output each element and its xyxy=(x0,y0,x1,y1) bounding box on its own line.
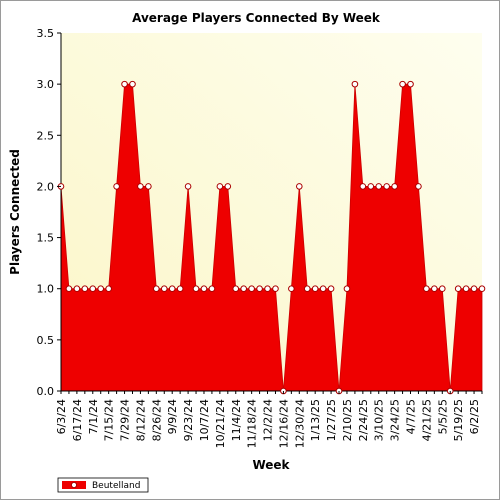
x-axis-label: Week xyxy=(252,458,290,472)
axes xyxy=(60,33,482,392)
data-point xyxy=(327,285,335,293)
x-tick-label: 6/3/24 xyxy=(55,399,68,434)
x-tick-label: 1/13/25 xyxy=(309,399,322,441)
data-point xyxy=(176,285,184,293)
data-point xyxy=(296,183,303,190)
data-point xyxy=(73,285,81,293)
data-point xyxy=(303,285,311,293)
x-tick-label: 4/21/25 xyxy=(420,399,433,441)
x-tick-label: 8/12/24 xyxy=(134,399,147,441)
y-tick-label: 1.5 xyxy=(37,232,55,245)
x-tick-label: 9/9/24 xyxy=(166,399,179,434)
x-tick-label: 3/24/25 xyxy=(389,399,402,441)
data-point xyxy=(375,183,383,190)
data-point xyxy=(359,183,367,190)
data-point xyxy=(97,285,105,293)
data-point xyxy=(184,183,192,190)
data-point xyxy=(415,183,422,190)
y-tick-label: 3.5 xyxy=(37,27,55,40)
data-point xyxy=(438,285,446,293)
data-point xyxy=(256,285,263,293)
x-tick-label: 3/10/25 xyxy=(373,399,386,441)
data-point xyxy=(399,80,406,88)
x-tick-label: 8/26/24 xyxy=(150,399,163,441)
series-markers xyxy=(57,80,486,395)
data-point xyxy=(423,285,430,293)
x-tick-label: 4/7/25 xyxy=(405,399,418,434)
x-tick-label: 9/23/24 xyxy=(182,399,195,441)
data-point xyxy=(200,285,208,293)
x-tick-label: 11/4/24 xyxy=(230,399,243,441)
data-point xyxy=(470,285,478,293)
x-tick-label: 5/5/25 xyxy=(436,399,449,434)
x-tick-label: 11/18/24 xyxy=(246,399,259,448)
data-point xyxy=(105,285,112,293)
y-tick-label: 0.0 xyxy=(37,385,55,398)
x-tick-label: 7/1/24 xyxy=(87,399,100,434)
y-tick-label: 0.5 xyxy=(37,334,55,347)
y-axis-ticks: 0.0 0.5 1.0 1.5 2.0 2.5 3.0 3.5 xyxy=(37,27,61,398)
data-point xyxy=(248,285,255,293)
x-tick-label: 2/10/25 xyxy=(341,399,354,441)
x-tick-label: 7/15/24 xyxy=(103,399,116,441)
data-point xyxy=(65,285,73,293)
data-point xyxy=(272,285,279,293)
data-point xyxy=(383,183,390,190)
data-point xyxy=(137,183,144,190)
data-point xyxy=(240,285,247,293)
x-tick-label: 5/19/25 xyxy=(452,399,465,441)
data-point xyxy=(311,285,319,293)
data-point xyxy=(232,285,240,293)
data-point xyxy=(121,80,128,88)
data-point xyxy=(367,183,375,190)
x-tick-label: 12/16/24 xyxy=(277,399,290,448)
x-tick-label: 6/17/24 xyxy=(71,399,84,441)
data-point xyxy=(153,285,160,293)
data-point xyxy=(168,285,176,293)
data-point xyxy=(343,285,351,293)
data-point xyxy=(208,285,216,293)
data-point xyxy=(319,285,327,293)
y-tick-label: 2.5 xyxy=(37,129,55,142)
chart-title: Average Players Connected By Week xyxy=(132,11,381,25)
data-point xyxy=(351,80,359,88)
data-point xyxy=(192,285,200,293)
data-point xyxy=(216,183,224,190)
data-point xyxy=(145,183,152,190)
y-tick-label: 2.0 xyxy=(37,180,55,193)
x-tick-label: 7/29/24 xyxy=(119,399,132,441)
x-tick-label: 12/30/24 xyxy=(293,399,306,448)
y-tick-label: 3.0 xyxy=(37,78,55,91)
x-tick-label: 12/2/24 xyxy=(262,399,275,441)
data-point xyxy=(454,285,462,293)
data-point xyxy=(288,285,295,293)
data-point xyxy=(81,285,89,293)
data-point xyxy=(264,285,271,293)
y-axis-label: Players Connected xyxy=(8,149,22,275)
data-point xyxy=(113,183,120,190)
x-tick-label: 10/7/24 xyxy=(198,399,211,441)
data-point xyxy=(129,80,136,88)
data-point xyxy=(391,183,398,190)
x-tick-label: 6/2/25 xyxy=(468,399,481,434)
data-point xyxy=(462,285,470,293)
legend: Beutelland xyxy=(57,477,149,493)
data-point xyxy=(224,183,232,190)
y-tick-label: 1.0 xyxy=(37,283,55,296)
data-point xyxy=(160,285,168,293)
legend-marker xyxy=(70,481,78,489)
legend-label: Beutelland xyxy=(92,481,140,491)
x-tick-label: 1/27/25 xyxy=(325,399,338,441)
x-tick-label: 2/24/25 xyxy=(357,399,370,441)
data-point xyxy=(478,285,486,293)
x-tick-label: 10/21/24 xyxy=(214,399,227,448)
data-point xyxy=(431,285,438,293)
data-point xyxy=(407,80,414,88)
x-axis-ticks: 6/3/24 6/17/24 7/1/24 7/15/24 7/29/24 8/12/24… xyxy=(55,391,483,448)
data-point xyxy=(89,285,97,293)
